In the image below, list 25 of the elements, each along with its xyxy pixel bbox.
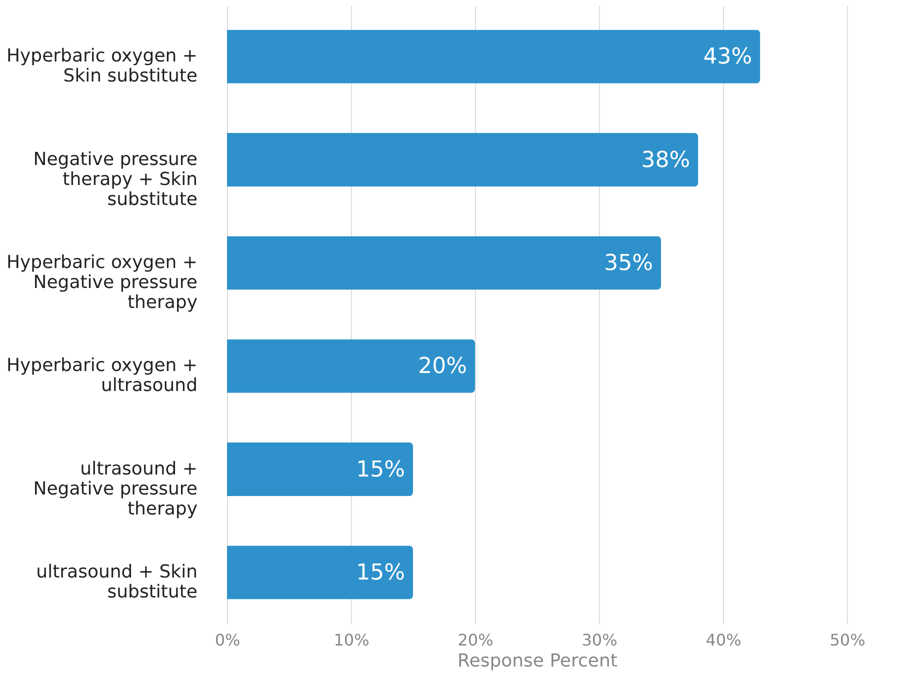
x-tick-label: 0% bbox=[214, 630, 240, 650]
data-label: 35% bbox=[604, 250, 653, 276]
data-label: 43% bbox=[703, 44, 752, 70]
y-tick-label: ultrasound + Skin substitute bbox=[36, 561, 198, 602]
data-label: 38% bbox=[641, 148, 690, 173]
x-tick-label: 20% bbox=[458, 630, 494, 650]
data-label: 20% bbox=[418, 354, 467, 380]
y-tick-label: Negative pressure therapy + Skin substitute bbox=[33, 148, 198, 210]
bar bbox=[227, 546, 413, 600]
x-tick-label: 40% bbox=[706, 630, 742, 650]
x-tick-label: 30% bbox=[582, 630, 618, 650]
bar bbox=[227, 442, 413, 496]
bar bbox=[227, 339, 475, 393]
bar bbox=[227, 132, 698, 187]
x-tick-label: 50% bbox=[830, 630, 866, 650]
bar bbox=[227, 30, 760, 84]
y-tick-label: Hyperbaric oxygen + Skin substitute bbox=[6, 46, 198, 87]
bar bbox=[227, 236, 661, 290]
y-tick-label: Hyperbaric oxygen + Negative pressure therapy bbox=[6, 252, 198, 313]
data-label: 15% bbox=[356, 457, 405, 482]
x-axis-title: Response Percent bbox=[458, 650, 618, 672]
x-tick-label: 10% bbox=[334, 630, 370, 650]
y-tick-label: Hyperbaric oxygen + ultrasound bbox=[6, 355, 198, 396]
data-label: 15% bbox=[356, 560, 405, 586]
y-tick-label: ultrasound + Negative pressure therapy bbox=[33, 458, 198, 520]
